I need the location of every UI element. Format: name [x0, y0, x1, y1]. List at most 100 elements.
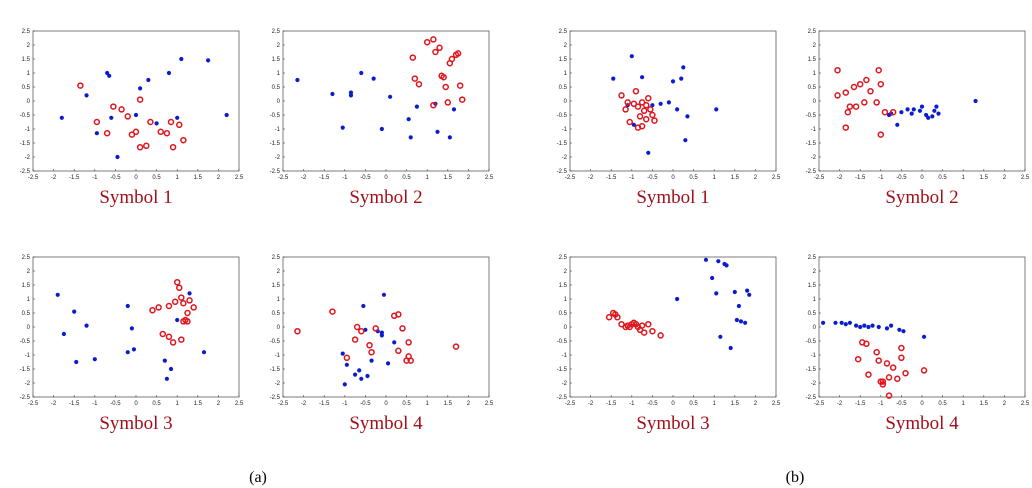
data-point-ring	[132, 128, 140, 136]
data-point-dot	[59, 115, 64, 120]
data-point-ring	[640, 329, 648, 336]
data-point-dot	[447, 135, 452, 140]
data-point-ring	[867, 87, 874, 95]
data-point-ring	[634, 103, 642, 110]
x-tick-label: -0.5	[896, 401, 907, 407]
data-point-ring	[442, 83, 449, 91]
data-point-ring	[902, 369, 909, 377]
data-point-ring	[430, 36, 437, 43]
data-point-dot	[936, 111, 941, 116]
y-tick-label: 1	[564, 71, 568, 77]
data-point-dot	[187, 291, 192, 296]
data-point-ring	[614, 313, 621, 321]
y-tick-label: -1	[811, 127, 817, 133]
x-tick-label: -2.5	[814, 175, 825, 181]
y-tick-label: 0	[564, 325, 568, 331]
data-point-dot	[131, 347, 137, 352]
data-point-dot	[357, 368, 362, 373]
data-point-ring	[898, 354, 905, 362]
figure-label-a: (a)	[249, 469, 267, 486]
data-point-dot	[736, 303, 742, 309]
x-tick-label: -1.5	[319, 175, 330, 181]
x-tick-label: -2	[301, 175, 307, 181]
data-point-dot	[714, 291, 719, 296]
x-tick-label: -1.5	[855, 175, 866, 181]
data-point-ring	[436, 44, 443, 52]
data-point-ring	[405, 339, 412, 346]
data-point-ring	[395, 347, 402, 355]
data-point-dot	[732, 289, 737, 295]
data-point-dot	[125, 350, 130, 355]
y-tick-label: 0.5	[22, 85, 31, 91]
data-point-ring	[368, 348, 375, 356]
data-point-ring	[846, 103, 854, 110]
data-point-dot	[905, 107, 910, 112]
data-point-dot	[847, 320, 853, 325]
data-point-ring	[343, 354, 351, 362]
x-tick-label: -2.5	[565, 175, 576, 181]
y-tick-label: 0.5	[808, 85, 817, 91]
data-point-ring	[881, 108, 889, 116]
data-point-dot	[650, 103, 655, 108]
x-tick-label: -2.5	[814, 401, 825, 407]
data-point-dot	[162, 358, 167, 363]
x-tick-label: -1.5	[606, 175, 617, 181]
data-point-dot	[728, 345, 733, 351]
data-point-dot	[640, 75, 645, 80]
data-point-dot	[451, 107, 457, 112]
data-point-ring	[657, 332, 664, 339]
data-point-dot	[179, 56, 184, 62]
data-point-ring	[649, 111, 656, 119]
data-point-ring	[432, 48, 439, 56]
data-point-ring	[885, 392, 893, 399]
x-tick-label: 1.5	[444, 175, 453, 181]
data-point-dot	[175, 317, 180, 323]
x-tick-label: -0.5	[896, 175, 907, 181]
x-tick-label: -1	[629, 401, 635, 407]
data-point-ring	[358, 327, 365, 335]
y-tick-label: -1	[275, 127, 281, 133]
data-point-ring	[634, 323, 642, 331]
y-tick-label: -1.5	[557, 141, 568, 147]
scatter-panel: -2.5 -2 -1.5 -1 -0.5 0 0.5 1 1.5 2 2.5 2.5 2 1.5 1 0.5 0…	[270, 29, 494, 208]
y-tick-label: 0	[564, 99, 568, 105]
data-point-ring	[844, 108, 852, 116]
data-point-dot	[84, 93, 89, 98]
data-point-ring	[372, 325, 379, 332]
data-point-ring	[165, 333, 173, 341]
data-point-ring	[889, 108, 897, 116]
data-point-ring	[642, 115, 650, 123]
data-point-ring	[294, 327, 301, 335]
data-point-ring	[875, 357, 882, 364]
y-tick-label: 1	[277, 297, 281, 303]
x-tick-label: 0.5	[938, 401, 947, 407]
y-tick-label: 1.5	[559, 283, 568, 289]
y-tick-label: 2	[277, 43, 281, 49]
x-tick-label: -1.5	[69, 175, 80, 181]
x-tick-label: 0.5	[402, 401, 411, 407]
data-point-ring	[634, 124, 642, 131]
data-point-dot	[611, 76, 616, 81]
y-tick-label: -2	[811, 381, 817, 387]
x-tick-label: 0.5	[402, 175, 411, 181]
data-point-dot	[866, 324, 871, 330]
data-point-ring	[626, 118, 633, 126]
y-tick-label: 0	[813, 325, 817, 331]
scatter-panel: -2.5 -2 -1.5 -1 -0.5 0 0.5 1 1.5 2 2.5 2.5 2 1.5 1 0.5 0…	[20, 255, 244, 434]
x-tick-label: -2	[51, 175, 57, 181]
y-tick-label: -2.5	[20, 395, 31, 401]
data-point-dot	[166, 70, 172, 76]
y-tick-label: -2.5	[270, 395, 281, 401]
data-point-ring	[103, 129, 111, 137]
data-point-dot	[201, 350, 207, 355]
x-tick-label: 1.5	[980, 175, 989, 181]
data-point-ring	[448, 55, 456, 63]
y-tick-label: 1	[564, 297, 568, 303]
data-point-dot	[629, 54, 634, 59]
y-tick-label: 1	[27, 297, 31, 303]
data-point-ring	[180, 299, 187, 307]
data-point-ring	[856, 80, 864, 88]
y-tick-label: -1.5	[270, 141, 281, 147]
y-tick-label: 2.5	[22, 29, 31, 35]
data-point-ring	[173, 278, 181, 286]
